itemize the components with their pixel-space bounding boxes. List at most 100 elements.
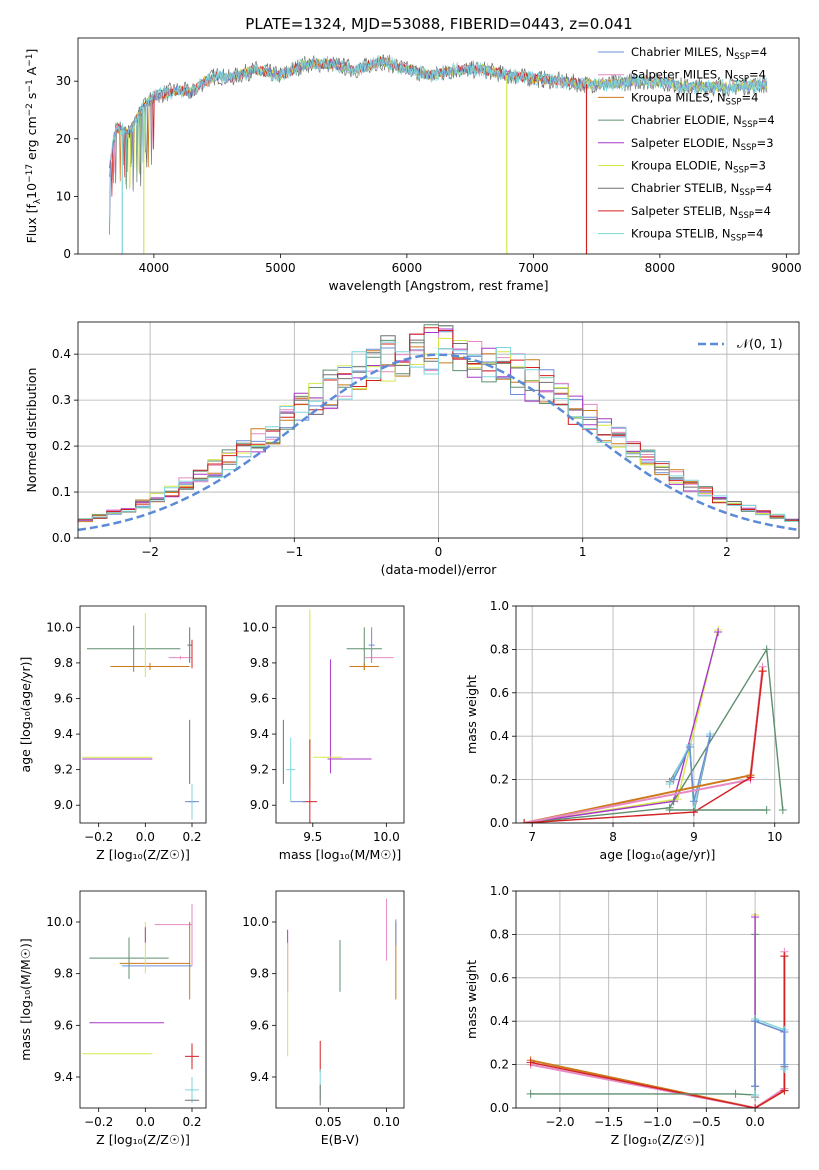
series-marker — [780, 1086, 789, 1095]
x-tick-label: −0.5 — [692, 1115, 721, 1129]
legend-sub: SSP — [734, 52, 750, 62]
axes-frame — [79, 605, 207, 824]
y-tick-label: 10.0 — [242, 620, 269, 634]
x-tick-label: 4000 — [139, 261, 170, 275]
legend-sub: SSP — [739, 188, 755, 198]
y-tick-label: 0.1 — [52, 485, 71, 499]
axes-frame — [275, 890, 405, 1109]
y-tick-label: 9.2 — [54, 763, 73, 777]
x-tick-label: −1.5 — [594, 1115, 623, 1129]
y-tick-label: 10.0 — [46, 620, 73, 634]
x-tick-label: 7000 — [518, 261, 549, 275]
legend-text: Salpeter MILES, N — [631, 68, 733, 82]
legend-text: Chabrier STELIB, N — [631, 181, 739, 195]
y-axis-label-part: erg cm — [24, 116, 39, 164]
series-marker — [780, 1028, 789, 1037]
legend-sub: SSP — [733, 75, 749, 85]
x-tick-label: 0.2 — [182, 1115, 201, 1129]
x-tick-label: 0.10 — [373, 1115, 400, 1129]
y-tick-label: 9.4 — [54, 727, 73, 741]
x-axis-label: wavelength [Angstrom, rest frame] — [328, 278, 548, 293]
legend-entry: Kroupa ELODIE, NSSP=3 — [631, 159, 766, 176]
x-tick-label: −2 — [141, 545, 159, 559]
series-line — [530, 956, 786, 1108]
residuals-axes: −2 −1 0 1 2 0.0 0.1 0.2 0.3 0.4 (data-model)/error… — [24, 321, 800, 577]
y-tick-label: 0.0 — [490, 816, 509, 830]
axes-frame — [275, 605, 405, 824]
spectrum-axes: 4000 5000 6000 7000 8000 9000 0 10 20 30 wavelengt… — [24, 37, 802, 293]
y-axis-label-part: λ — [33, 198, 43, 204]
series-marker — [706, 732, 715, 741]
y-tick-label: 9.8 — [250, 656, 269, 670]
plot-area — [109, 54, 768, 254]
legend-tail: =4 — [755, 181, 772, 195]
legend-sub: SSP — [726, 97, 742, 107]
x-tick-label: 0.2 — [182, 830, 201, 844]
y-tick-label: 20 — [56, 132, 71, 146]
y-tick-label: 0.4 — [490, 729, 509, 743]
y-tick-label: 9.6 — [54, 691, 73, 705]
series-marker — [780, 952, 789, 961]
y-tick-label: 0.8 — [490, 927, 509, 941]
axes-frame — [79, 890, 207, 1109]
spectrum-line — [109, 57, 768, 232]
x-axis-label: Z [log₁₀(Z/Z☉)] — [611, 1132, 705, 1147]
y-tick-label: 0 — [63, 247, 71, 261]
series-line — [523, 666, 764, 823]
y-tick-label: 9.8 — [54, 967, 73, 981]
y-tick-label: 9.8 — [250, 967, 269, 981]
x-tick-label: 1 — [579, 545, 587, 559]
y-tick-label: 10.0 — [46, 915, 73, 929]
y-tick-label: 0.0 — [52, 531, 71, 545]
legend-text: Chabrier ELODIE, N — [631, 113, 742, 127]
legend-tail: =4 — [746, 227, 763, 241]
x-tick-label: 6000 — [392, 261, 423, 275]
series-marker — [746, 773, 755, 782]
x-axis-label: mass [log₁₀(M/M☉)] — [279, 847, 401, 862]
x-tick-label: 10.0 — [373, 830, 400, 844]
series-marker — [751, 1082, 760, 1091]
x-axis-label: E(B-V) — [321, 1132, 360, 1147]
x-tick-label: 9 — [690, 830, 698, 844]
histogram-step — [78, 327, 799, 524]
plot-area — [287, 898, 397, 1106]
y-tick-label: 9.6 — [54, 1018, 73, 1032]
x-tick-label: 10 — [767, 830, 782, 844]
plot-area — [520, 625, 787, 823]
series-marker — [685, 743, 694, 752]
x-tick-label: 0.0 — [746, 1115, 765, 1129]
legend-entry: Kroupa STELIB, NSSP=4 — [631, 227, 763, 244]
legend-entry: Salpeter STELIB, NSSP=4 — [631, 204, 771, 221]
y-tick-label: 0.2 — [52, 439, 71, 453]
series-line — [523, 631, 719, 823]
mass-weight-vs-age-axes: 7 8 9 10 0.0 0.2 0.4 0.6 0.8 1.0 age [log₁₀(age/yr… — [464, 599, 800, 862]
y-axis-label-part: A — [24, 66, 39, 79]
x-tick-label: 9.5 — [303, 830, 322, 844]
mass-vs-metallicity-axes: −0.2 0.0 0.2 9.4 9.6 9.8 10.0 Z [log₁₀(Z/Z☉)] ma… — [18, 890, 207, 1147]
x-tick-label: 8000 — [645, 261, 676, 275]
y-tick-label: 9.4 — [250, 727, 269, 741]
legend-tail: =4 — [749, 68, 766, 82]
x-tick-label: −0.2 — [84, 1115, 113, 1129]
legend-sub: SSP — [738, 211, 754, 221]
y-tick-label: 9.4 — [54, 1070, 73, 1084]
legend-text: Kroupa MILES, N — [631, 90, 726, 104]
x-tick-label: −2.0 — [545, 1115, 574, 1129]
x-axis-label: Z [log₁₀(Z/Z☉)] — [96, 847, 190, 862]
y-tick-label: 10.0 — [242, 915, 269, 929]
age-vs-mass-axes: 9.5 10.0 9.0 9.2 9.4 9.6 9.8 10.0 mass [log₁₀(M/… — [242, 605, 405, 862]
series-marker — [520, 819, 529, 823]
y-axis-label-part: ] — [24, 49, 39, 54]
legend-tail: =4 — [741, 90, 758, 104]
y-tick-label: 9.6 — [250, 691, 269, 705]
legend-text: Salpeter STELIB, N — [631, 204, 738, 218]
y-tick-label: 1.0 — [490, 599, 509, 613]
x-tick-label: 7 — [528, 830, 536, 844]
y-axis-label: mass [log₁₀(M/M☉)] — [18, 938, 33, 1060]
y-tick-label: 9.4 — [250, 1070, 269, 1084]
y-axis-label-part: Flux [f — [24, 204, 39, 244]
y-tick-label: 9.0 — [54, 798, 73, 812]
series-marker — [665, 805, 674, 814]
y-tick-label: 0.2 — [490, 1058, 509, 1072]
